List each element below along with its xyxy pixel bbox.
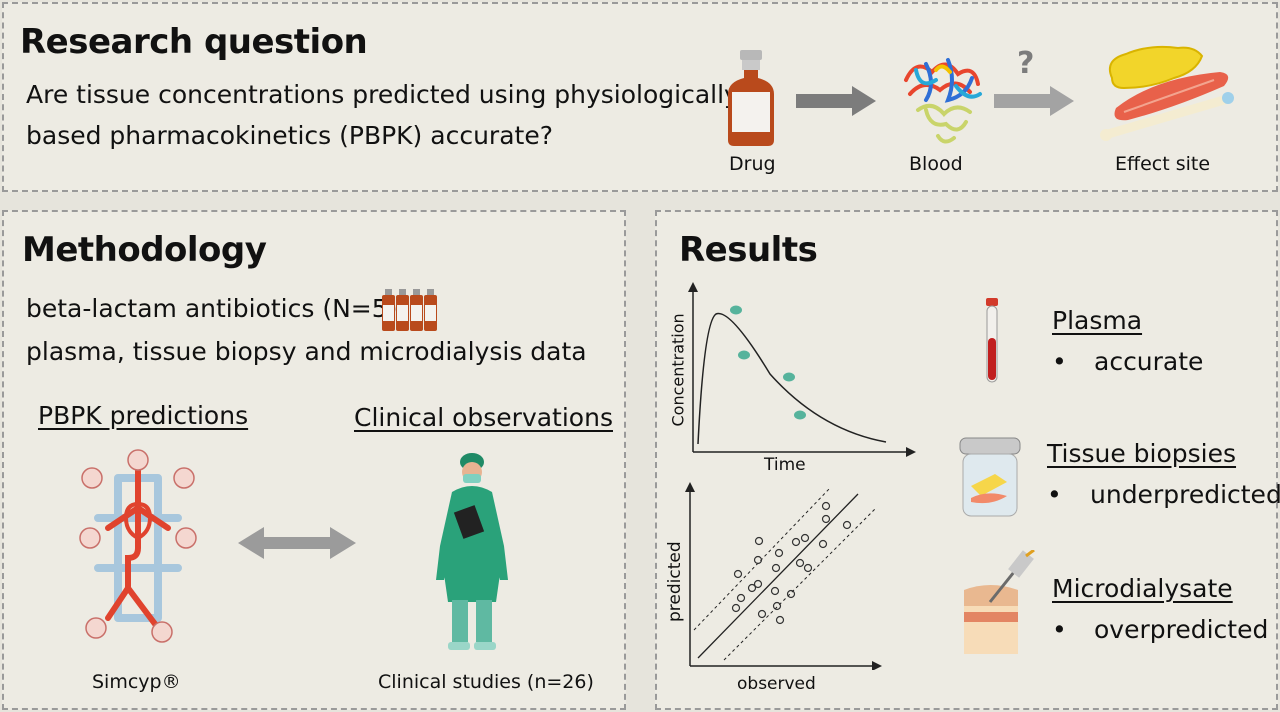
pvo-point (754, 536, 764, 546)
clinical-observations-title: Clinical observations (354, 403, 613, 432)
conc-data-point (783, 372, 795, 382)
pvo-point (731, 603, 741, 613)
predicted-vs-observed-chart (685, 482, 882, 670)
plasma-title: Plasma (1052, 306, 1143, 335)
tissue-biopsies-title: Tissue biopsies (1047, 439, 1237, 468)
microdialysate-probe-icon (964, 550, 1035, 654)
microdialysate-bullet: • (1052, 615, 1067, 644)
research-question-heading: Research question (20, 22, 368, 62)
blood-label: Blood (909, 153, 963, 175)
arrow-drug-to-blood-icon (796, 86, 876, 116)
pvo-point (842, 520, 852, 530)
vials-group-icon (382, 289, 437, 331)
methodology-data-line: plasma, tissue biopsy and microdialysis … (26, 337, 587, 366)
methodology-heading: Methodology (22, 230, 267, 270)
observed-axis-label: observed (737, 674, 816, 694)
pvo-point (821, 501, 831, 511)
pvo-point (774, 548, 784, 558)
pvo-point (786, 589, 796, 599)
predicted-axis-label: predicted (665, 541, 685, 622)
identity-line (697, 493, 859, 659)
pvo-point (757, 609, 767, 619)
simcyp-label: Simcyp® (92, 671, 181, 693)
pbpk-predictions-title: PBPK predictions (38, 401, 249, 430)
conc-data-point (738, 350, 750, 360)
pvo-point (821, 514, 831, 524)
pvo-point (733, 569, 743, 579)
double-arrow-icon (238, 527, 356, 559)
pvo-point (791, 537, 801, 547)
plasma-bullet: • (1052, 347, 1067, 376)
tissue-result: underpredicted (1090, 480, 1280, 509)
research-question-line2: based pharmacokinetics (PBPK) accurate? (26, 121, 553, 150)
tissue-bullet: • (1047, 480, 1062, 509)
unknown-question-mark: ? (1017, 46, 1035, 81)
pbpk-circulation-schematic-icon (79, 449, 197, 643)
concentration-time-chart (688, 282, 916, 457)
pvo-point (772, 601, 782, 611)
plasma-tube-icon (986, 298, 998, 383)
time-axis-label: Time (764, 455, 806, 475)
research-question-line1: Are tissue concentrations predicted usin… (26, 80, 739, 109)
pvo-point (736, 593, 746, 603)
effect-site-label: Effect site (1115, 153, 1211, 175)
drug-label: Drug (729, 153, 776, 175)
plasma-result: accurate (1094, 347, 1204, 376)
pvo-point (803, 563, 813, 573)
pvo-point (747, 583, 757, 593)
tissue-biopsy-jar-icon (959, 437, 1021, 517)
pvo-point (775, 615, 785, 625)
pvo-point (800, 533, 810, 543)
pvo-point (753, 555, 763, 565)
pvo-point (770, 586, 780, 596)
concentration-axis-label: Concentration (668, 313, 688, 427)
blood-network-icon (904, 58, 982, 144)
lower-bound-line (723, 507, 877, 661)
conc-data-point (730, 305, 742, 315)
pvo-point (771, 563, 781, 573)
drug-vial-icon (728, 50, 774, 146)
methodology-antibiotics-line: beta-lactam antibiotics (N=5) (26, 294, 398, 323)
pvo-point (795, 558, 805, 568)
microdialysate-result: overpredicted (1094, 615, 1269, 644)
pvo-point (818, 539, 828, 549)
conc-data-point (794, 410, 806, 420)
effect-site-organs-icon (1100, 45, 1234, 141)
upper-bound-line (693, 487, 831, 631)
microdialysate-title: Microdialysate (1052, 574, 1233, 603)
pvo-point (753, 579, 763, 589)
clinical-studies-caption: Clinical studies (n=26) (378, 671, 594, 693)
arrow-blood-to-effect-icon (994, 86, 1074, 116)
results-heading: Results (679, 230, 818, 270)
concentration-curve (697, 312, 887, 445)
clinician-surgeon-icon (436, 453, 508, 650)
